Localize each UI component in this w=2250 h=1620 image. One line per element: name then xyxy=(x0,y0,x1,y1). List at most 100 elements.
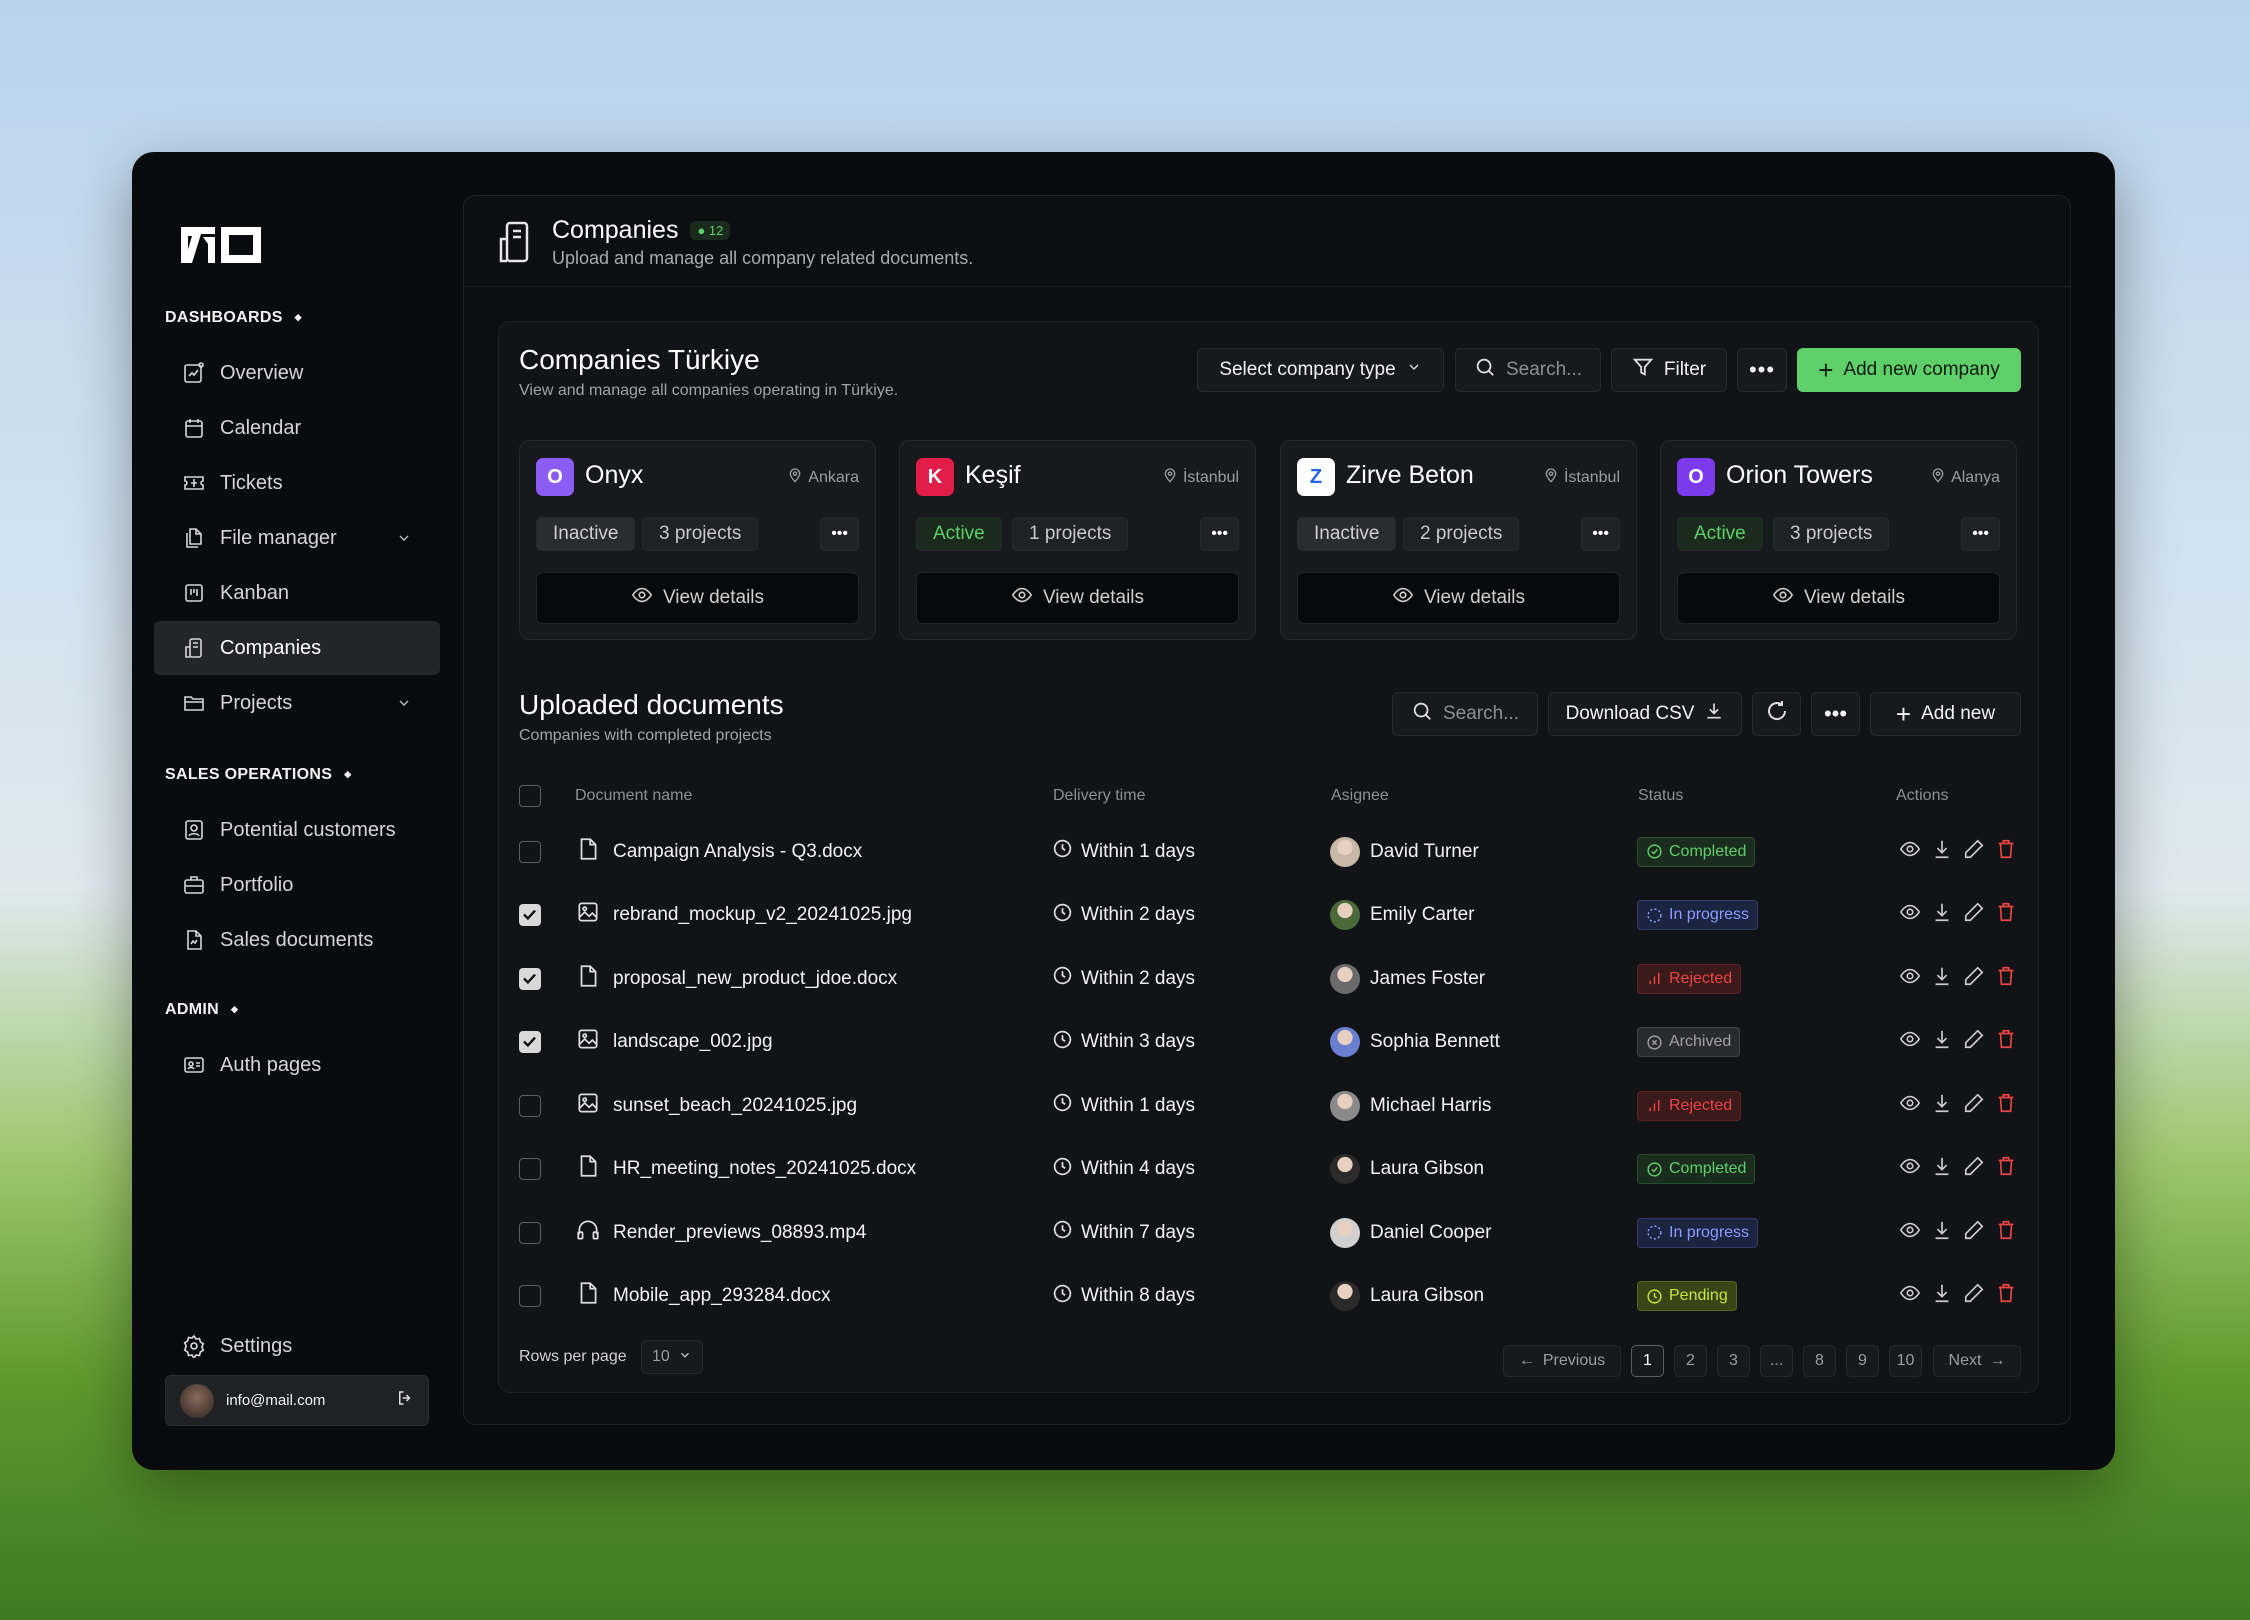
file-name[interactable]: Campaign Analysis - Q3.docx xyxy=(613,840,863,862)
download-icon[interactable] xyxy=(1931,1219,1953,1247)
sidebar-item-label: Potential customers xyxy=(220,818,396,841)
add-new-button[interactable]: + Add new xyxy=(1870,692,2021,736)
row-checkbox[interactable] xyxy=(519,840,541,863)
refresh-button[interactable] xyxy=(1752,692,1801,736)
user-card[interactable]: info@mail.com xyxy=(165,1375,429,1426)
file-name[interactable]: Mobile_app_293284.docx xyxy=(613,1285,831,1306)
documents-search-input[interactable]: Search... xyxy=(1392,692,1538,736)
company-more-button[interactable]: ••• xyxy=(1200,517,1239,551)
next-page-button[interactable]: Next → xyxy=(1933,1345,2021,1377)
edit-icon[interactable] xyxy=(1963,1092,1985,1120)
trash-icon[interactable] xyxy=(1995,838,2017,866)
edit-icon[interactable] xyxy=(1963,901,1985,929)
filter-button[interactable]: Filter xyxy=(1611,348,1727,392)
edit-icon[interactable] xyxy=(1963,1282,1985,1310)
sidebar-item-potential-customers[interactable]: Potential customers xyxy=(154,803,440,857)
logout-icon[interactable] xyxy=(396,1389,414,1412)
download-icon[interactable] xyxy=(1931,1092,1953,1120)
file-name[interactable]: HR_meeting_notes_20241025.docx xyxy=(613,1158,917,1179)
company-more-button[interactable]: ••• xyxy=(820,517,859,551)
chevron-down-icon[interactable] xyxy=(396,695,412,711)
page-button[interactable]: 3 xyxy=(1717,1345,1750,1377)
page-button[interactable]: 8 xyxy=(1803,1345,1836,1377)
view-details-button[interactable]: View details xyxy=(916,572,1239,624)
avatar xyxy=(1330,1217,1360,1248)
edit-icon[interactable] xyxy=(1963,1155,1985,1183)
download-icon[interactable] xyxy=(1931,838,1953,866)
page-button[interactable]: ... xyxy=(1760,1345,1793,1377)
status-badge: Completed xyxy=(1637,836,1756,867)
trash-icon[interactable] xyxy=(1995,1219,2017,1247)
sidebar-item-companies[interactable]: Companies xyxy=(154,621,440,675)
trash-icon[interactable] xyxy=(1995,965,2017,993)
file-name[interactable]: rebrand_mockup_v2_20241025.jpg xyxy=(613,904,912,925)
row-checkbox[interactable] xyxy=(519,1221,541,1244)
sidebar-item-tickets[interactable]: Tickets xyxy=(154,456,440,510)
edit-icon[interactable] xyxy=(1963,1219,1985,1247)
row-checkbox[interactable] xyxy=(519,1094,541,1117)
trash-icon[interactable] xyxy=(1995,1155,2017,1183)
company-more-button[interactable]: ••• xyxy=(1581,517,1620,551)
eye-icon[interactable] xyxy=(1899,1219,1921,1247)
chevron-down-icon[interactable] xyxy=(396,530,412,546)
assignee: James Foster xyxy=(1330,963,1485,994)
page-button[interactable]: 10 xyxy=(1889,1345,1922,1377)
previous-page-button[interactable]: ← Previous xyxy=(1503,1345,1621,1377)
row-checkbox[interactable] xyxy=(519,1158,541,1180)
sidebar-item-portfolio[interactable]: Portfolio xyxy=(154,858,440,912)
edit-icon[interactable] xyxy=(1963,1028,1985,1056)
view-details-button[interactable]: View details xyxy=(536,572,859,624)
trash-icon[interactable] xyxy=(1995,1092,2017,1120)
eye-icon[interactable] xyxy=(1899,1282,1921,1310)
sidebar-item-auth-pages[interactable]: Auth pages xyxy=(154,1038,440,1092)
edit-icon[interactable] xyxy=(1963,965,1985,993)
download-icon[interactable] xyxy=(1931,1155,1953,1183)
file-name[interactable]: proposal_new_product_jdoe.docx xyxy=(613,967,898,989)
select-all-checkbox[interactable] xyxy=(519,785,541,807)
page-button[interactable]: 9 xyxy=(1846,1345,1879,1377)
status-badge: In progress xyxy=(1637,1217,1759,1248)
trash-icon[interactable] xyxy=(1995,901,2017,929)
eye-icon[interactable] xyxy=(1899,1155,1921,1183)
company-type-select[interactable]: Select company type xyxy=(1197,348,1444,392)
sidebar-item-projects[interactable]: Projects xyxy=(154,676,440,730)
eye-icon[interactable] xyxy=(1899,838,1921,866)
page-button[interactable]: 1 xyxy=(1631,1345,1664,1377)
view-details-button[interactable]: View details xyxy=(1297,572,1620,624)
download-icon[interactable] xyxy=(1931,965,1953,993)
download-csv-button[interactable]: Download CSV xyxy=(1548,692,1742,736)
sidebar-item-settings[interactable]: Settings xyxy=(154,1319,440,1373)
sidebar-item-sales-documents[interactable]: Sales documents xyxy=(154,913,440,967)
add-company-button[interactable]: + Add new company xyxy=(1797,348,2021,392)
more-options-button[interactable]: ••• xyxy=(1737,348,1787,392)
download-icon[interactable] xyxy=(1931,1282,1953,1310)
documents-more-button[interactable]: ••• xyxy=(1811,692,1860,736)
sidebar-item-calendar[interactable]: Calendar xyxy=(154,401,440,455)
download-icon[interactable] xyxy=(1931,901,1953,929)
company-search-input[interactable]: Search... xyxy=(1455,348,1601,392)
view-details-button[interactable]: View details xyxy=(1677,572,2000,624)
file-name[interactable]: landscape_002.jpg xyxy=(613,1031,773,1052)
company-more-button[interactable]: ••• xyxy=(1961,517,2000,551)
eye-icon[interactable] xyxy=(1899,1092,1921,1120)
file-name[interactable]: Render_previews_08893.mp4 xyxy=(613,1221,867,1243)
row-checkbox[interactable] xyxy=(519,904,541,926)
search-icon xyxy=(1474,356,1496,384)
row-checkbox[interactable] xyxy=(519,1031,541,1053)
delivery-text: Within 1 days xyxy=(1081,1094,1196,1116)
download-icon[interactable] xyxy=(1931,1028,1953,1056)
sidebar-item-kanban[interactable]: Kanban xyxy=(154,566,440,620)
edit-icon[interactable] xyxy=(1963,838,1985,866)
rows-per-page-select[interactable]: 10 xyxy=(641,1340,703,1374)
row-checkbox[interactable] xyxy=(519,967,541,990)
eye-icon[interactable] xyxy=(1899,1028,1921,1056)
trash-icon[interactable] xyxy=(1995,1282,2017,1310)
row-checkbox[interactable] xyxy=(519,1285,541,1307)
eye-icon[interactable] xyxy=(1899,901,1921,929)
eye-icon[interactable] xyxy=(1899,965,1921,993)
page-button[interactable]: 2 xyxy=(1674,1345,1707,1377)
sidebar-item-file-manager[interactable]: File manager xyxy=(154,511,440,565)
file-name[interactable]: sunset_beach_20241025.jpg xyxy=(613,1094,858,1116)
trash-icon[interactable] xyxy=(1995,1028,2017,1056)
sidebar-item-overview[interactable]: Overview xyxy=(154,346,440,400)
